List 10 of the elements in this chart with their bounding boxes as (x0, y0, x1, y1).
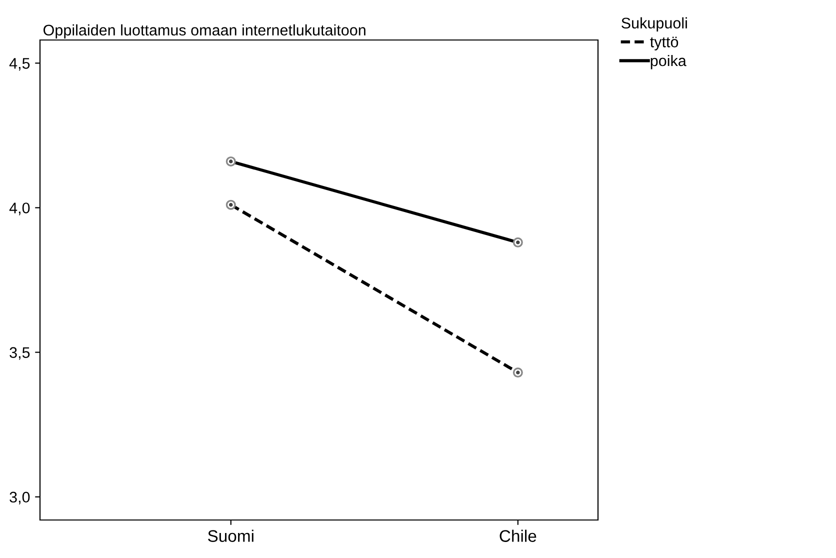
x-tick-label: Chile (500, 530, 536, 542)
chart-title: Oppilaiden luottamus omaan internetlukutaitoon (44, 24, 366, 39)
legend-label: tyttö (650, 36, 678, 50)
y-tick-label: 3,5 (10, 347, 30, 360)
y-tick-label: 3,0 (10, 492, 30, 504)
legend-label: poika (650, 54, 686, 70)
x-tick-label: Suomi (208, 530, 254, 542)
y-tick-label: 4,5 (9, 58, 30, 71)
y-tick-label: 4,0 (9, 202, 30, 216)
legend-title: Sukupuoli (622, 17, 687, 32)
